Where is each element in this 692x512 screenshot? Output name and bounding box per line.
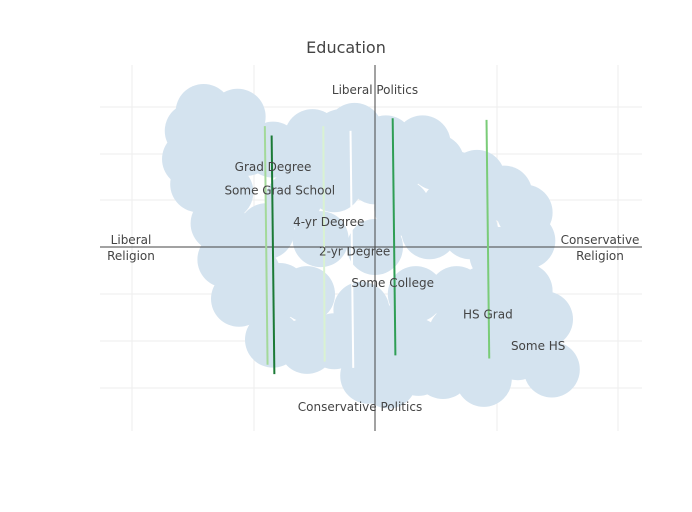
category-label: 2-yr Degree [319,245,390,259]
category-label: Some HS [511,339,566,353]
axis-label-right-line1: Conservative [561,233,640,247]
axis-label-top: Liberal Politics [332,83,418,97]
cloud-point [292,211,349,268]
cloud-point [360,305,417,362]
axis-layer [100,65,642,431]
education-segment [485,119,491,359]
education-segment [270,135,276,375]
cloud-point [279,266,335,323]
cloud-point [421,179,478,236]
education-segment [349,130,355,368]
label-layer: Grad Degree Some Grad School 4-yr Degree 2-… [224,160,565,353]
segment-layer [263,118,491,375]
cloud-point [428,305,485,362]
category-label: HS Grad [463,308,513,322]
axis-label-bottom: Conservative Politics [298,400,422,414]
chart-title: Education [306,38,386,57]
education-segment [322,126,326,362]
category-label: Some Grad School [224,183,335,197]
cloud-point [455,266,512,323]
category-label: 4-yr Degree [293,215,364,229]
cloud-point [374,132,431,189]
education-segment [391,118,397,356]
axis-label-left-line2: Religion [107,249,155,263]
axis-label-left-line1: Liberal [111,233,152,247]
cloud-point [489,324,546,381]
category-label: Grad Degree [235,160,312,174]
category-label: Some College [351,276,434,290]
cloud-point [306,124,363,181]
cloud-point [387,266,444,323]
education-segment [263,126,269,365]
axis-label-right-line2: Religion [576,249,624,263]
